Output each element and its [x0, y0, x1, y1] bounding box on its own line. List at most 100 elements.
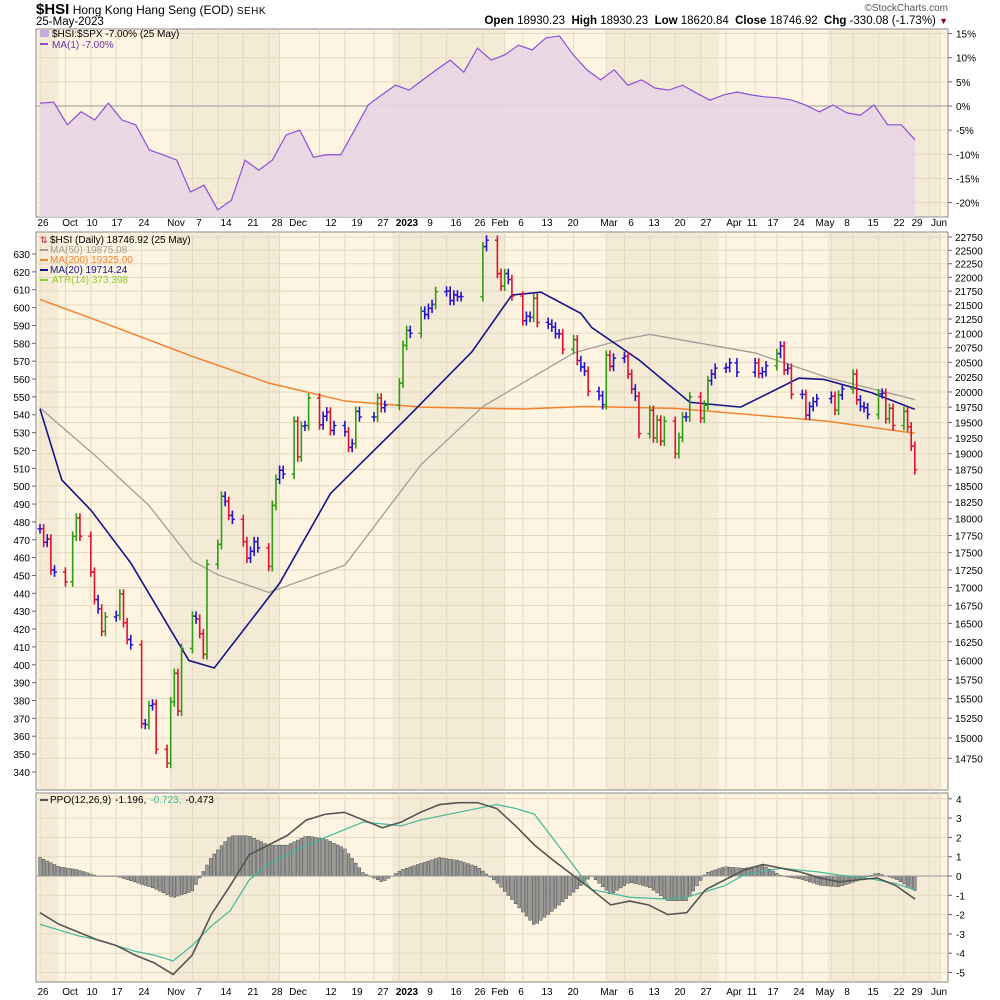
ppo-histogram-bar [699, 875, 703, 881]
ppo-histogram-bar [205, 864, 209, 877]
ppo-histogram-bar [673, 875, 677, 901]
ppo-histogram-bar [343, 848, 347, 877]
price-bar [128, 634, 134, 650]
price-ytick-label-left: 370 [13, 714, 30, 725]
x-tick-label-top: Nov [167, 218, 185, 229]
ppo-histogram-bar [648, 875, 652, 888]
x-tick-label-top: 11 [747, 218, 758, 229]
price-month-shade [170, 232, 280, 790]
price-bar [77, 513, 83, 542]
ppo-histogram-bar [720, 867, 725, 877]
price-bar [763, 361, 769, 377]
price-ytick-label-left: 520 [13, 446, 30, 457]
ppo-histogram-bar [412, 865, 416, 877]
x-tick-label-bottom: 24 [138, 987, 150, 998]
price-ytick-label-left: 590 [13, 321, 30, 332]
ppo-ytick-label: -3 [956, 930, 965, 941]
ppo-histogram-bar [129, 875, 133, 881]
ppo-histogram-bar [561, 875, 565, 903]
ppo-month-shade [392, 793, 505, 982]
x-tick-label-bottom: 19 [351, 987, 363, 998]
ppo-ytick-label: -4 [956, 949, 965, 960]
ppo-histogram-bar [539, 875, 543, 921]
ppo-histogram-bar [140, 875, 144, 885]
ppo-histogram-bar [285, 844, 289, 877]
price-bar [839, 384, 845, 400]
ppo-histogram-bar [216, 849, 220, 877]
ratio-ytick-label: -10% [956, 150, 979, 161]
ratio-ytick-label: -15% [956, 174, 979, 185]
stockcharts-copyright[interactable]: ©StockCharts.com [864, 3, 948, 14]
price-bar [814, 393, 820, 407]
ppo-histogram-bar [804, 875, 808, 881]
price-legend: $HSI (Daily) 18746.92 (25 May) [50, 235, 191, 246]
ppo-ytick-label: 4 [956, 795, 962, 806]
price-ytick-label-left: 510 [13, 464, 30, 475]
ppo-histogram-bar [826, 875, 830, 887]
price-ytick-label-right: 18000 [955, 515, 983, 526]
x-tick-label-bottom: Dec [289, 987, 307, 998]
x-tick-label-top: 26 [37, 218, 49, 229]
ppo-histogram-bar [201, 871, 205, 877]
x-tick-label-top: 6 [628, 218, 634, 229]
price-ytick-label-right: 22250 [955, 260, 983, 271]
x-tick-label-top: Feb [491, 218, 509, 229]
price-ytick-label-left: 600 [13, 304, 30, 315]
x-tick-label-bottom: 14 [220, 987, 232, 998]
ppo-histogram-bar [593, 875, 597, 880]
price-ytick-label-left: 570 [13, 357, 30, 368]
ppo-histogram-bar [397, 870, 401, 877]
price-ytick-label-right: 20750 [955, 344, 983, 355]
legends: $HSI:$SPX -7.00% (25 May) MA(1) -7.00% ⇅… [40, 29, 214, 806]
ratio-legend: $HSI:$SPX -7.00% (25 May) [52, 29, 179, 40]
ppo-histogram-bar [190, 875, 195, 892]
price-bar [661, 416, 667, 446]
ma1-legend: MA(1) -7.00% [52, 40, 114, 51]
ppo-histogram-bar [183, 875, 187, 894]
ratio-ytick-label: -5% [956, 126, 974, 137]
ppo-histogram-bar [637, 875, 641, 885]
ppo-histogram-bar [212, 853, 216, 877]
price-bar [433, 286, 439, 310]
ppo-histogram-bar [655, 875, 659, 894]
chart-date: 25-May-2023 [36, 16, 104, 28]
x-tick-label-top: Dec [289, 218, 307, 229]
ppo-histogram-bar [626, 875, 630, 884]
ppo-histogram-bar [401, 869, 405, 877]
ppo-histogram-bar [659, 875, 663, 896]
price-bar [585, 366, 591, 397]
ppo-histogram-bar [78, 870, 82, 877]
price-ytick-label-right: 22750 [955, 233, 983, 244]
price-month-shade [392, 232, 505, 790]
price-bar [280, 465, 286, 479]
ppo-histogram-bar [252, 838, 256, 877]
ppo-month-shade [40, 793, 59, 982]
price-month-shade [606, 232, 719, 790]
x-tick-label-bottom: 29 [911, 987, 923, 998]
ppo-histogram-bar [288, 843, 293, 877]
ppo-histogram-bar [542, 875, 547, 918]
price-ytick-label-right: 16750 [955, 601, 983, 612]
price-bar [912, 441, 918, 475]
price-bar [153, 699, 159, 755]
price-ytick-label-right: 21500 [955, 301, 983, 312]
ma200-legend: MA(200) 19325.00 [50, 255, 133, 266]
price-bar [306, 393, 312, 431]
ppo-histogram-bar [619, 875, 623, 889]
price-ytick-label-left: 420 [13, 625, 30, 636]
ratio-ytick-label: 15% [956, 30, 976, 41]
ppo-histogram-bar [470, 864, 474, 877]
price-ytick-label-right: 17250 [955, 566, 983, 577]
ppo-histogram-bar [913, 875, 917, 891]
x-tick-label-top: 10 [86, 218, 98, 229]
x-tick-label-top: 14 [220, 218, 232, 229]
ppo-histogram-bar [49, 862, 53, 877]
bar-chart-icon: ⇅ [40, 235, 48, 245]
price-ytick-label-left: 400 [13, 661, 30, 672]
ppo-histogram-bar [651, 875, 656, 891]
ppo-legend-name: PPO(12,26,9) [50, 795, 111, 806]
ppo-histogram-bar [379, 875, 383, 882]
low-label: Low [654, 15, 678, 27]
ppo-histogram-bar [434, 858, 438, 877]
ppo-histogram-bar [321, 838, 325, 877]
